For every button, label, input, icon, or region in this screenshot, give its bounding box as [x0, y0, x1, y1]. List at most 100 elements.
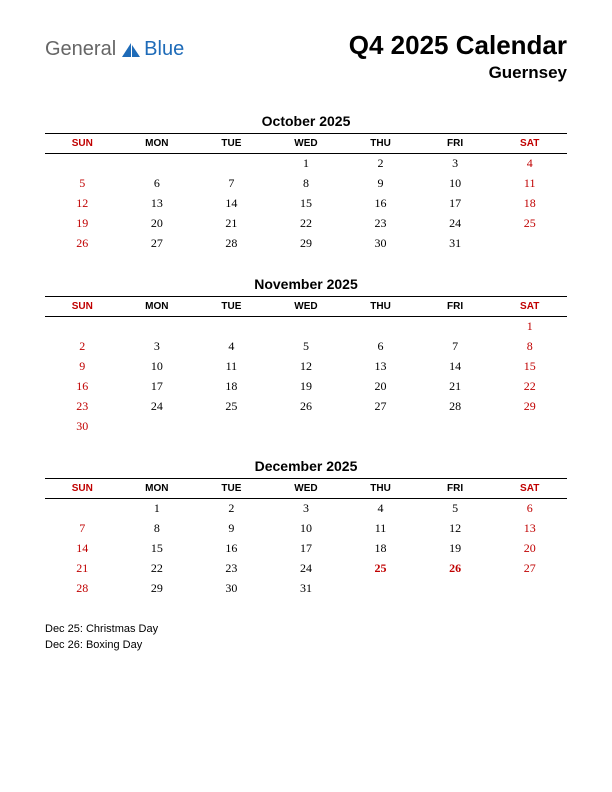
calendar-row: 30 — [45, 416, 567, 436]
calendar-cell: 7 — [418, 336, 493, 356]
calendar-cell: 30 — [343, 234, 418, 254]
calendar-cell: 21 — [194, 214, 269, 234]
calendar-cell: 19 — [269, 376, 344, 396]
calendar-cell: 25 — [343, 559, 418, 579]
day-header: WED — [269, 479, 344, 499]
calendar-cell: 27 — [343, 396, 418, 416]
calendar-row: 14151617181920 — [45, 539, 567, 559]
calendar-cell: 14 — [45, 539, 120, 559]
calendar-cell — [194, 154, 269, 174]
calendar-row: 123456 — [45, 499, 567, 519]
calendar-cell: 23 — [45, 396, 120, 416]
calendar-cell: 24 — [120, 396, 195, 416]
calendar-cell: 17 — [120, 376, 195, 396]
calendar-cell: 24 — [418, 214, 493, 234]
calendar-cell — [45, 316, 120, 336]
day-header: MON — [120, 296, 195, 316]
day-header: TUE — [194, 134, 269, 154]
month-title: December 2025 — [45, 458, 567, 474]
calendar-cell — [120, 316, 195, 336]
calendar-cell: 23 — [194, 559, 269, 579]
calendar-cell: 28 — [418, 396, 493, 416]
calendar-cell: 27 — [492, 559, 567, 579]
calendar-cell: 28 — [45, 579, 120, 599]
calendar-cell: 7 — [45, 519, 120, 539]
calendar-cell: 6 — [492, 499, 567, 519]
calendar-cell — [418, 316, 493, 336]
day-header: THU — [343, 479, 418, 499]
calendar-cell: 18 — [343, 539, 418, 559]
month-block: December 2025SUNMONTUEWEDTHUFRISAT123456… — [45, 458, 567, 599]
calendar-cell: 3 — [418, 154, 493, 174]
calendar-cell: 4 — [194, 336, 269, 356]
calendar-cell: 9 — [343, 174, 418, 194]
calendar-row: 1234 — [45, 154, 567, 174]
holiday-line: Dec 25: Christmas Day — [45, 621, 567, 638]
calendar-cell: 16 — [45, 376, 120, 396]
calendar-row: 19202122232425 — [45, 214, 567, 234]
calendar-cell: 29 — [492, 396, 567, 416]
calendar-cell: 11 — [492, 174, 567, 194]
calendar-row: 21222324252627 — [45, 559, 567, 579]
calendar-cell — [45, 154, 120, 174]
calendar-cell: 11 — [343, 519, 418, 539]
calendar-cell: 1 — [492, 316, 567, 336]
calendar-cell: 17 — [269, 539, 344, 559]
day-header: MON — [120, 479, 195, 499]
calendar-cell — [343, 416, 418, 436]
holiday-line: Dec 26: Boxing Day — [45, 637, 567, 654]
calendar-cell: 6 — [343, 336, 418, 356]
calendar-cell — [120, 416, 195, 436]
calendar-cell: 16 — [194, 539, 269, 559]
calendar-cell: 3 — [269, 499, 344, 519]
calendar-row: 16171819202122 — [45, 376, 567, 396]
day-header: FRI — [418, 479, 493, 499]
calendar-row: 2345678 — [45, 336, 567, 356]
calendar-cell: 14 — [194, 194, 269, 214]
calendar-cell: 13 — [343, 356, 418, 376]
logo: General Blue — [45, 38, 184, 61]
calendar-cell: 29 — [269, 234, 344, 254]
calendar-cell: 10 — [269, 519, 344, 539]
calendar-cell: 1 — [120, 499, 195, 519]
calendar-cell: 18 — [194, 376, 269, 396]
day-header: SUN — [45, 479, 120, 499]
calendar-cell: 22 — [120, 559, 195, 579]
month-title: October 2025 — [45, 113, 567, 129]
calendar-cell: 15 — [120, 539, 195, 559]
calendar-cell — [194, 316, 269, 336]
month-block: November 2025SUNMONTUEWEDTHUFRISAT123456… — [45, 276, 567, 437]
calendar-cell: 30 — [45, 416, 120, 436]
day-header: SAT — [492, 479, 567, 499]
calendar-cell: 22 — [269, 214, 344, 234]
calendar-cell: 24 — [269, 559, 344, 579]
page-title: Q4 2025 Calendar — [349, 30, 567, 61]
day-header: SAT — [492, 296, 567, 316]
calendar-cell: 7 — [194, 174, 269, 194]
calendar-table: SUNMONTUEWEDTHUFRISAT1234567891011121314… — [45, 296, 567, 437]
calendar-cell: 13 — [492, 519, 567, 539]
calendar-cell: 28 — [194, 234, 269, 254]
calendar-cell: 20 — [343, 376, 418, 396]
calendar-row: 262728293031 — [45, 234, 567, 254]
holiday-list: Dec 25: Christmas DayDec 26: Boxing Day — [45, 621, 567, 654]
months-container: October 2025SUNMONTUEWEDTHUFRISAT1234567… — [45, 113, 567, 599]
calendar-table: SUNMONTUEWEDTHUFRISAT1234567891011121314… — [45, 133, 567, 254]
calendar-cell — [492, 579, 567, 599]
calendar-cell: 10 — [120, 356, 195, 376]
calendar-cell: 21 — [45, 559, 120, 579]
calendar-cell: 19 — [418, 539, 493, 559]
calendar-row: 28293031 — [45, 579, 567, 599]
calendar-cell — [492, 234, 567, 254]
calendar-row: 78910111213 — [45, 519, 567, 539]
day-header: TUE — [194, 296, 269, 316]
calendar-cell: 17 — [418, 194, 493, 214]
calendar-cell: 30 — [194, 579, 269, 599]
calendar-row: 23242526272829 — [45, 396, 567, 416]
calendar-cell — [269, 416, 344, 436]
calendar-table: SUNMONTUEWEDTHUFRISAT1234567891011121314… — [45, 478, 567, 599]
calendar-cell: 4 — [492, 154, 567, 174]
calendar-cell: 8 — [492, 336, 567, 356]
day-header: SUN — [45, 296, 120, 316]
calendar-cell: 1 — [269, 154, 344, 174]
